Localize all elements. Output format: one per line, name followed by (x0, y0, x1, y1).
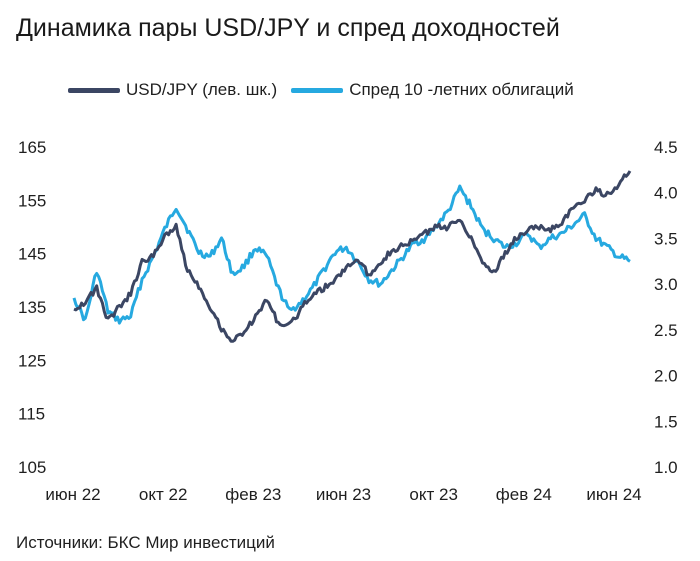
y-left-tick-label: 105 (18, 458, 46, 477)
y-right-tick-label: 3.0 (654, 275, 678, 294)
legend-swatch-spread (291, 87, 344, 93)
y-right-tick-label: 3.5 (654, 229, 678, 248)
y-left-tick-label: 125 (18, 351, 46, 370)
legend-label-usdjpy: USD/JPY (лев. шк.) (126, 80, 278, 99)
y-right-tick-label: 4.0 (654, 184, 678, 203)
x-tick-label: фев 24 (496, 485, 552, 504)
x-tick-label: окт 22 (139, 485, 188, 504)
y-right-tick-label: 4.5 (654, 138, 678, 157)
legend-item-usdjpy: USD/JPY (лев. шк.) (68, 80, 277, 100)
x-tick-label: июн 23 (316, 485, 371, 504)
y-left-tick-label: 165 (18, 138, 46, 157)
source-note: Источники: БКС Мир инвестиций (16, 533, 275, 552)
x-tick-label: июн 22 (45, 485, 100, 504)
x-tick-label: июн 24 (586, 485, 641, 504)
y-right-tick-label: 2.5 (654, 321, 678, 340)
spread-series-line (72, 184, 631, 325)
legend-swatch-usdjpy (68, 87, 120, 93)
legend-label-spread: Спред 10 -летних облигаций (349, 80, 574, 99)
legend-item-spread: Спред 10 -летних облигаций (291, 80, 574, 100)
x-tick-label: окт 23 (409, 485, 458, 504)
chart-title: Динамика пары USD/JPY и спред доходносте… (16, 14, 560, 42)
y-left-tick-label: 155 (18, 191, 46, 210)
y-right-tick-label: 1.0 (654, 458, 678, 477)
y-right-tick-label: 2.0 (654, 367, 678, 386)
usdjpy-series-line (73, 170, 632, 343)
y-right-tick-label: 1.5 (654, 412, 678, 431)
y-left-tick-label: 145 (18, 245, 46, 264)
y-left-tick-label: 135 (18, 298, 46, 317)
y-left-tick-label: 115 (18, 405, 45, 424)
x-tick-label: фев 23 (225, 485, 281, 504)
chart-legend: USD/JPY (лев. шк.) Спред 10 -летних обли… (68, 80, 588, 100)
